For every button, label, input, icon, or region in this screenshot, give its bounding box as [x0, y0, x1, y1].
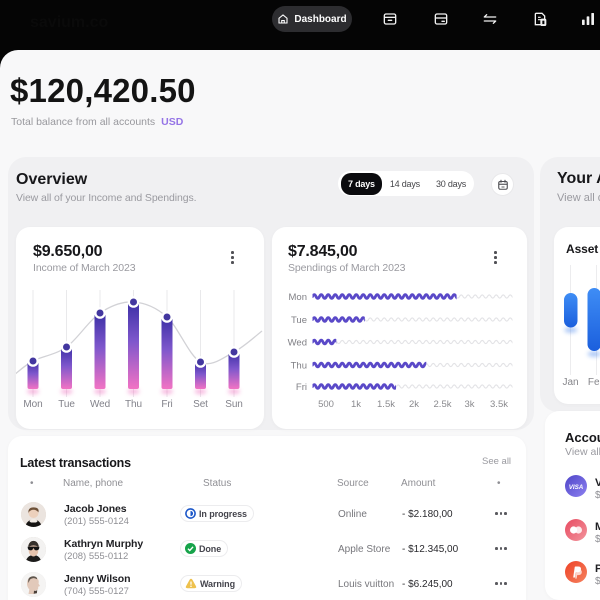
svg-text:Sun: Sun [225, 399, 243, 410]
svg-text:Jan: Jan [562, 377, 578, 388]
svg-text:Thu: Thu [125, 399, 142, 410]
svg-text:Set: Set [193, 399, 208, 410]
svg-text:Thu: Thu [291, 361, 307, 372]
svg-text:Fri: Fri [296, 382, 307, 393]
svg-text:3k: 3k [464, 399, 474, 410]
svg-text:1.5k: 1.5k [377, 399, 395, 410]
svg-text:Fri: Fri [161, 399, 172, 410]
svg-text:2k: 2k [409, 399, 419, 410]
svg-text:Wed: Wed [288, 338, 307, 349]
svg-text:Feb: Feb [588, 377, 600, 388]
svg-text:VISA: VISA [569, 484, 584, 491]
svg-text:500: 500 [318, 399, 334, 410]
svg-text:Mon: Mon [289, 292, 307, 303]
svg-text:Mon: Mon [23, 399, 42, 410]
svg-text:2.5k: 2.5k [434, 399, 452, 410]
svg-text:Wed: Wed [90, 399, 110, 410]
svg-text:1k: 1k [351, 399, 361, 410]
svg-text:Tue: Tue [291, 315, 307, 326]
svg-text:3.5k: 3.5k [490, 399, 508, 410]
svg-text:Tue: Tue [58, 399, 75, 410]
svg-text:savium.co: savium.co [30, 14, 108, 31]
